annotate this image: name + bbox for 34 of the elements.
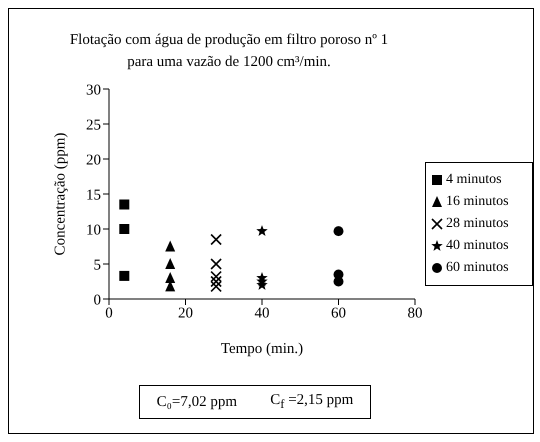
point (210, 234, 222, 246)
chart-title: Flotação com água de produção em filtro poroso nº 1 (68, 31, 390, 50)
legend-label: 60 minutos (446, 260, 509, 276)
point (165, 272, 176, 283)
point (334, 276, 344, 286)
text: C$_{f}$ =2,15 ppm (270, 392, 354, 412)
y-tick-label: 5 (94, 257, 101, 274)
point (165, 258, 176, 269)
point (119, 200, 130, 210)
legend-label: 40 minutos (446, 238, 509, 254)
x-tick-label: 40 (254, 306, 270, 322)
point (256, 225, 268, 236)
x-axis-title: Tempo (min.) (220, 341, 304, 357)
x-tick-label: 60 (331, 306, 346, 322)
point (210, 276, 222, 288)
y-tick-label: 0 (94, 292, 101, 308)
chart-subtitle: para uma vazão de 1200 cm³/min. (126, 53, 332, 72)
legend-label: 4 minutos (446, 172, 502, 188)
point (119, 224, 130, 234)
y-tick-label: 15 (86, 187, 101, 204)
x-tick-label: 0 (105, 306, 113, 322)
point (165, 240, 176, 252)
point (334, 226, 344, 236)
text: C₀=7,02 ppm (156, 394, 237, 410)
x-tick-label: 20 (178, 306, 193, 322)
y-tick-label: 25 (86, 117, 101, 134)
legend-label: 28 minutos (446, 216, 509, 232)
legend-label: 16 minutos (446, 194, 509, 210)
x-tick-label: 80 (408, 306, 422, 322)
y-axis-title: Concentração (ppm) (52, 132, 68, 256)
y-tick-label: 20 (86, 152, 101, 168)
y-tick-label: 30 (86, 82, 101, 98)
y-tick-label: 10 (86, 222, 101, 238)
point (119, 270, 130, 281)
